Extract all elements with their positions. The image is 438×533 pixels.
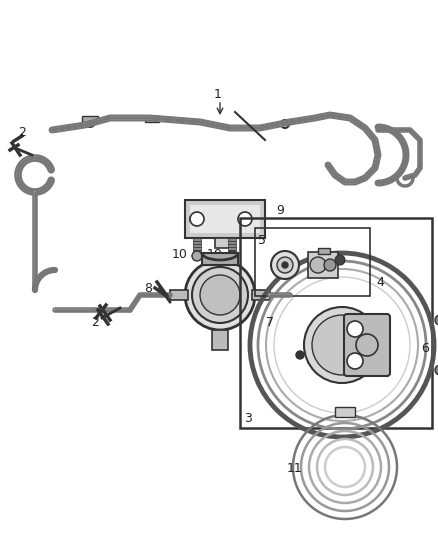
- Bar: [170, 290, 188, 300]
- Circle shape: [335, 255, 345, 265]
- Bar: [185, 200, 265, 238]
- Circle shape: [190, 212, 204, 226]
- Bar: [193, 238, 201, 241]
- Circle shape: [271, 251, 299, 279]
- Circle shape: [312, 315, 372, 375]
- Bar: [193, 244, 201, 247]
- Circle shape: [185, 260, 255, 330]
- Circle shape: [296, 351, 304, 359]
- Text: 1: 1: [214, 88, 222, 101]
- Circle shape: [324, 259, 336, 271]
- Text: 3: 3: [244, 411, 252, 424]
- Bar: [193, 250, 201, 253]
- Bar: [252, 290, 270, 300]
- Circle shape: [238, 212, 252, 226]
- Bar: [228, 238, 236, 241]
- Bar: [228, 244, 236, 247]
- Text: 7: 7: [266, 316, 274, 328]
- Circle shape: [192, 267, 248, 323]
- Text: 8: 8: [144, 281, 152, 295]
- Bar: [228, 250, 236, 253]
- Bar: [193, 247, 201, 250]
- FancyBboxPatch shape: [344, 314, 390, 376]
- Circle shape: [192, 251, 202, 261]
- Text: 4: 4: [376, 276, 384, 288]
- Circle shape: [238, 212, 252, 226]
- Text: 6: 6: [421, 342, 429, 354]
- Bar: [212, 330, 228, 350]
- Circle shape: [435, 315, 438, 325]
- Circle shape: [277, 257, 293, 273]
- Bar: [240, 218, 432, 428]
- Text: 11: 11: [287, 462, 303, 474]
- Bar: [193, 241, 201, 244]
- Text: 10: 10: [172, 248, 188, 262]
- Circle shape: [282, 262, 288, 268]
- Bar: [202, 253, 238, 265]
- Bar: [145, 116, 159, 122]
- Circle shape: [310, 257, 326, 273]
- Circle shape: [435, 365, 438, 375]
- Bar: [318, 248, 330, 254]
- Bar: [255, 228, 370, 296]
- Circle shape: [227, 251, 237, 261]
- Text: 9: 9: [276, 204, 284, 216]
- Bar: [82, 116, 98, 122]
- Circle shape: [304, 307, 380, 383]
- Bar: [228, 247, 236, 250]
- Text: 2: 2: [18, 125, 26, 139]
- Bar: [215, 238, 235, 248]
- Circle shape: [347, 353, 363, 369]
- Bar: [308, 252, 338, 278]
- Text: 10: 10: [207, 248, 223, 262]
- Bar: [228, 241, 236, 244]
- Text: 5: 5: [258, 233, 266, 246]
- Circle shape: [347, 321, 363, 337]
- Bar: [335, 407, 355, 417]
- Text: 2: 2: [91, 316, 99, 328]
- Circle shape: [190, 212, 204, 226]
- Circle shape: [200, 275, 240, 315]
- Bar: [190, 205, 260, 233]
